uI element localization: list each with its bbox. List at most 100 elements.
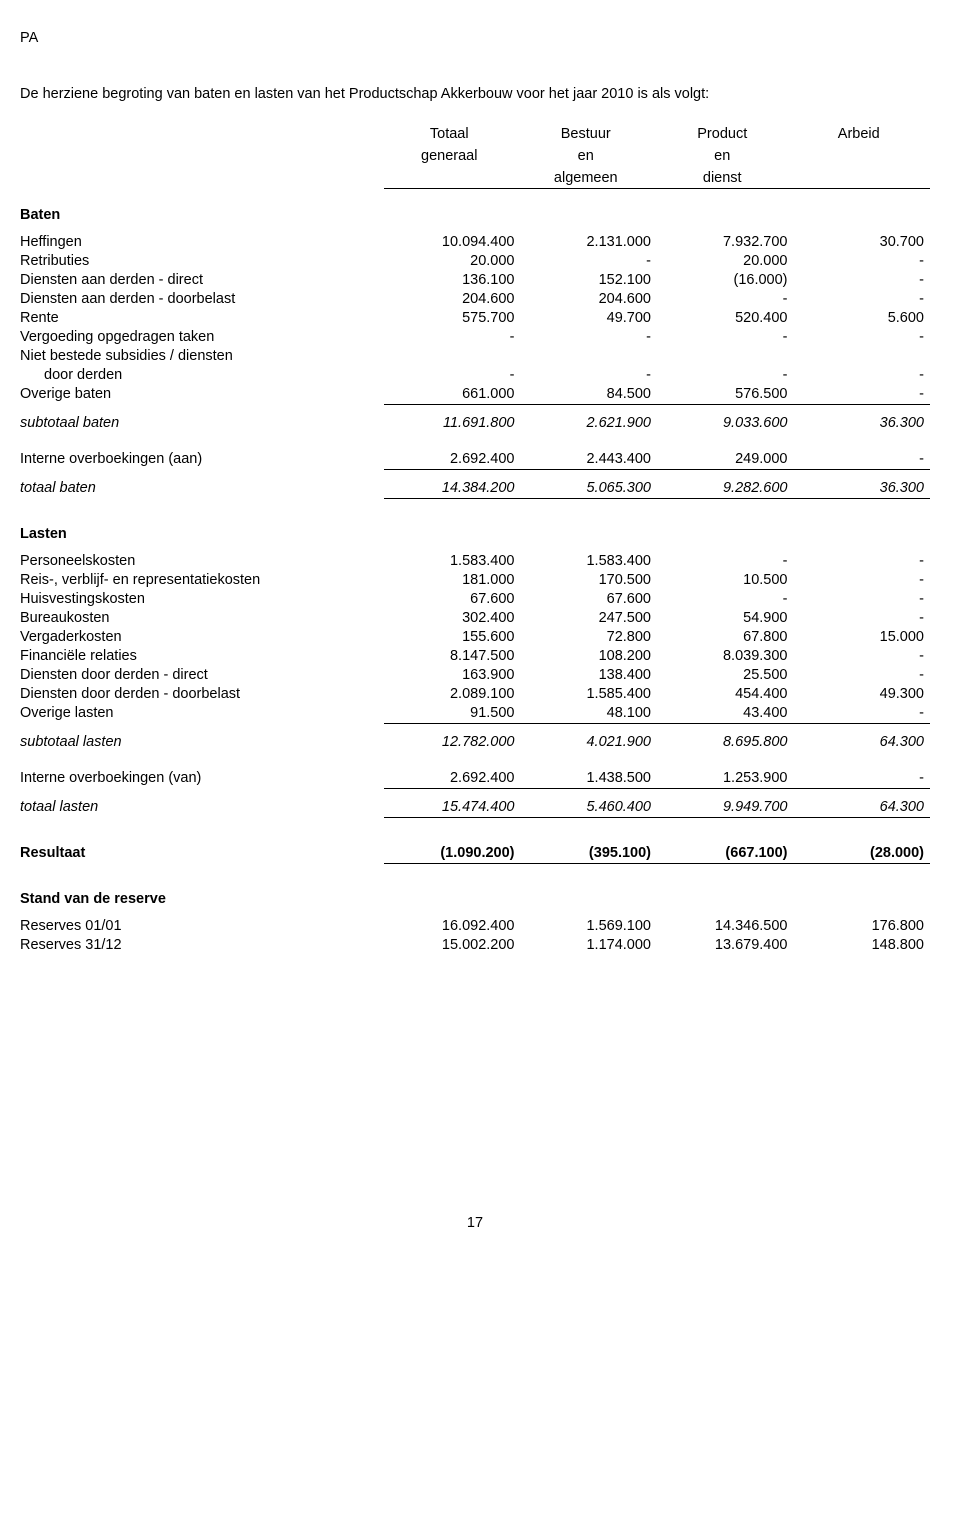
val: -: [794, 328, 931, 347]
val: 43.400: [657, 704, 794, 724]
lbl-reis: Reis-, verblijf- en representatiekosten: [20, 571, 384, 590]
val: -: [657, 290, 794, 309]
val: 181.000: [384, 571, 521, 590]
val: 170.500: [521, 571, 658, 590]
lbl-vergoeding: Vergoeding opgedragen taken: [20, 328, 384, 347]
val: 8.695.800: [657, 733, 794, 752]
row-door-derden: door derden - - - -: [20, 366, 930, 385]
val: 72.800: [521, 628, 658, 647]
val: -: [384, 328, 521, 347]
hdr-totaal: Totaal: [384, 122, 521, 144]
section-lasten: Lasten: [20, 508, 384, 552]
lbl-overige-lasten: Overige lasten: [20, 704, 384, 724]
lbl-reserves-3112: Reserves 31/12: [20, 936, 384, 955]
val: 454.400: [657, 685, 794, 704]
val: 138.400: [521, 666, 658, 685]
val: 15.002.200: [384, 936, 521, 955]
val: -: [794, 571, 931, 590]
hdr-dienst: dienst: [657, 166, 794, 189]
lbl-bureaukosten: Bureaukosten: [20, 609, 384, 628]
section-baten: Baten: [20, 189, 384, 233]
val: -: [794, 647, 931, 666]
val: 2.692.400: [384, 769, 521, 789]
row-totaal-lasten: totaal lasten 15.474.400 5.460.400 9.949…: [20, 798, 930, 818]
hdr-en-3: en: [657, 144, 794, 166]
val: 176.800: [794, 917, 931, 936]
row-vergaderkosten: Vergaderkosten 155.600 72.800 67.800 15.…: [20, 628, 930, 647]
val: 10.500: [657, 571, 794, 590]
header-row-1: Totaal Bestuur Product Arbeid: [20, 122, 930, 144]
val: (1.090.200): [384, 844, 521, 864]
val: 1.438.500: [521, 769, 658, 789]
lbl-subtotaal-lasten: subtotaal lasten: [20, 733, 384, 752]
lbl-rente: Rente: [20, 309, 384, 328]
val: 5.600: [794, 309, 931, 328]
budget-table: Totaal Bestuur Product Arbeid generaal e…: [20, 122, 930, 955]
val: -: [794, 290, 931, 309]
row-reis: Reis-, verblijf- en representatiekosten …: [20, 571, 930, 590]
row-reserves-3112: Reserves 31/12 15.002.200 1.174.000 13.6…: [20, 936, 930, 955]
val: 25.500: [657, 666, 794, 685]
val: 2.089.100: [384, 685, 521, 704]
val: 2.443.400: [521, 450, 658, 470]
hdr-product: Product: [657, 122, 794, 144]
row-huisvestingskosten: Huisvestingskosten 67.600 67.600 - -: [20, 590, 930, 609]
row-personeelskosten: Personeelskosten 1.583.400 1.583.400 - -: [20, 552, 930, 571]
row-subtotaal-lasten: subtotaal lasten 12.782.000 4.021.900 8.…: [20, 733, 930, 752]
val: 2.131.000: [521, 233, 658, 252]
val: -: [794, 450, 931, 470]
lbl-fin-relaties: Financiële relaties: [20, 647, 384, 666]
val: 14.384.200: [384, 479, 521, 499]
val: 8.039.300: [657, 647, 794, 666]
lbl-reserves-0101: Reserves 01/01: [20, 917, 384, 936]
val: -: [657, 552, 794, 571]
lbl-vergaderkosten: Vergaderkosten: [20, 628, 384, 647]
val: 520.400: [657, 309, 794, 328]
section-stand-reserve: Stand van de reserve: [20, 873, 384, 917]
lbl-dad-doorbelast: Diensten aan derden - doorbelast: [20, 290, 384, 309]
hdr-algemeen: algemeen: [521, 166, 658, 189]
val: 14.346.500: [657, 917, 794, 936]
val: 67.600: [384, 590, 521, 609]
hdr-generaal: generaal: [384, 144, 521, 166]
val: 9.282.600: [657, 479, 794, 499]
lbl-niet-bestede: Niet bestede subsidies / diensten: [20, 347, 384, 366]
val: -: [657, 590, 794, 609]
val: 204.600: [521, 290, 658, 309]
val: 9.949.700: [657, 798, 794, 818]
val: 84.500: [521, 385, 658, 405]
val: 1.585.400: [521, 685, 658, 704]
val: 136.100: [384, 271, 521, 290]
val: 5.065.300: [521, 479, 658, 499]
val: 1.583.400: [521, 552, 658, 571]
val: 576.500: [657, 385, 794, 405]
header-row-2: generaal en en: [20, 144, 930, 166]
val: -: [657, 328, 794, 347]
row-ddd-direct: Diensten door derden - direct 163.900 13…: [20, 666, 930, 685]
hdr-en-2: en: [521, 144, 658, 166]
row-bureaukosten: Bureaukosten 302.400 247.500 54.900 -: [20, 609, 930, 628]
val: -: [794, 609, 931, 628]
val: 4.021.900: [521, 733, 658, 752]
row-dad-direct: Diensten aan derden - direct 136.100 152…: [20, 271, 930, 290]
val: -: [794, 271, 931, 290]
val: 2.692.400: [384, 450, 521, 470]
row-reserves-0101: Reserves 01/01 16.092.400 1.569.100 14.3…: [20, 917, 930, 936]
val: -: [521, 328, 658, 347]
val: (28.000): [794, 844, 931, 864]
val: -: [794, 704, 931, 724]
row-retributies: Retributies 20.000 - 20.000 -: [20, 252, 930, 271]
val: 67.600: [521, 590, 658, 609]
val: 12.782.000: [384, 733, 521, 752]
val: 15.474.400: [384, 798, 521, 818]
val: 48.100: [521, 704, 658, 724]
row-rente: Rente 575.700 49.700 520.400 5.600: [20, 309, 930, 328]
lbl-interne-aan: Interne overboekingen (aan): [20, 450, 384, 470]
lbl-huisvestingskosten: Huisvestingskosten: [20, 590, 384, 609]
val: 49.300: [794, 685, 931, 704]
row-heffingen: Heffingen 10.094.400 2.131.000 7.932.700…: [20, 233, 930, 252]
val: 148.800: [794, 936, 931, 955]
val: -: [794, 366, 931, 385]
lbl-totaal-lasten: totaal lasten: [20, 798, 384, 818]
row-vergoeding: Vergoeding opgedragen taken - - - -: [20, 328, 930, 347]
